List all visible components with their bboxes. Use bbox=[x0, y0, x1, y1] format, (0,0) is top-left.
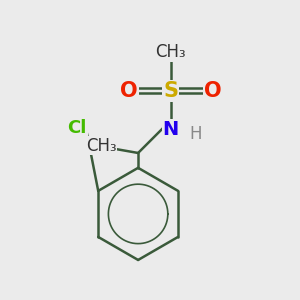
Text: CH₃: CH₃ bbox=[85, 136, 116, 154]
Text: N: N bbox=[163, 120, 179, 139]
Text: O: O bbox=[204, 81, 221, 100]
Text: CH₃: CH₃ bbox=[155, 43, 186, 61]
Text: Cl: Cl bbox=[68, 119, 87, 137]
Text: S: S bbox=[163, 81, 178, 100]
Text: O: O bbox=[120, 81, 138, 100]
Text: H: H bbox=[190, 125, 202, 143]
